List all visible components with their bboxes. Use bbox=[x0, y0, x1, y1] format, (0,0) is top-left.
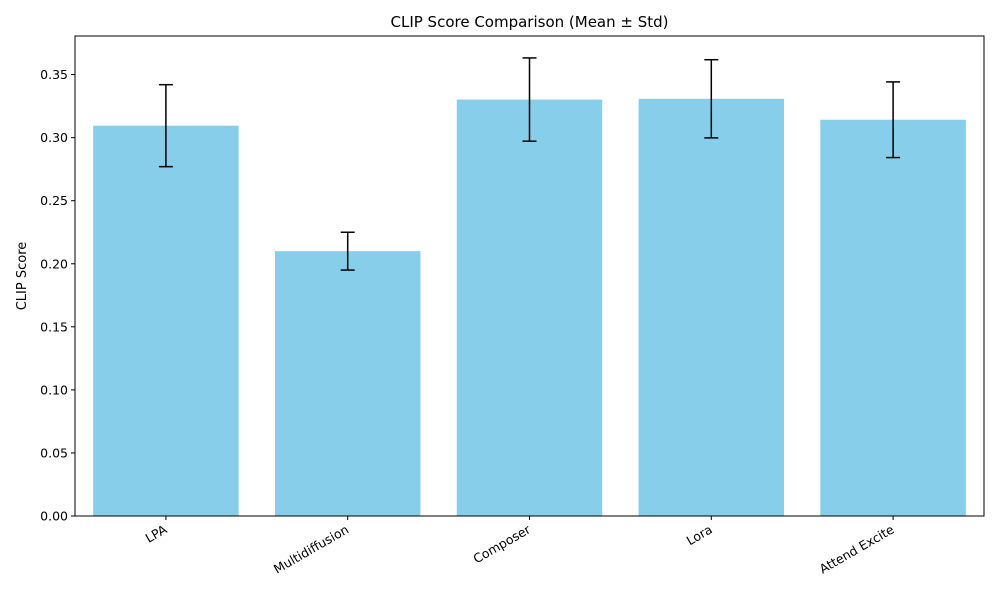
y-tick-label: 0.25 bbox=[40, 193, 68, 208]
x-tick-label: LPA bbox=[143, 521, 170, 545]
x-tick-label: Multidiffusion bbox=[271, 522, 351, 577]
y-axis: 0.00 0.05 0.10 0.15 0.20 0.25 0.30 0.35 bbox=[40, 67, 75, 524]
bar-attend-excite bbox=[820, 119, 966, 517]
x-tick-label: Lora bbox=[684, 522, 715, 549]
error-bars-group bbox=[158, 57, 901, 271]
chart-title: CLIP Score Comparison (Mean ± Std) bbox=[390, 13, 668, 31]
x-tick-label: Attend Excite bbox=[817, 521, 897, 576]
y-tick-label: 0.30 bbox=[40, 130, 68, 145]
y-tick-label: 0.05 bbox=[40, 445, 68, 460]
y-tick-label: 0.15 bbox=[40, 319, 68, 334]
bar-multidiffusion bbox=[274, 251, 421, 516]
y-tick-label: 0.20 bbox=[40, 256, 68, 271]
y-tick-label: 0.00 bbox=[40, 509, 68, 524]
x-axis: LPA Multidiffusion Composer Lora Attend Exci… bbox=[143, 516, 897, 577]
y-axis-label: CLIP Score bbox=[15, 242, 30, 311]
y-tick-label: 0.35 bbox=[40, 67, 68, 82]
bar-lpa bbox=[93, 125, 239, 516]
x-tick-label: Composer bbox=[471, 521, 534, 566]
plot-frame bbox=[74, 35, 985, 517]
bar-lora bbox=[638, 98, 785, 517]
y-tick-label: 0.10 bbox=[40, 382, 68, 397]
bars-group bbox=[93, 98, 966, 517]
bar-composer bbox=[456, 99, 603, 516]
